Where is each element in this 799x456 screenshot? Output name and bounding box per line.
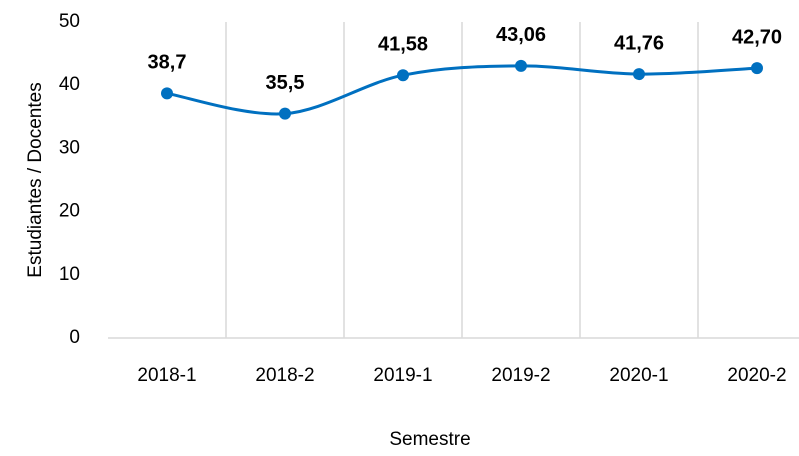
x-axis-title: Semestre [389, 429, 470, 450]
point [515, 59, 527, 72]
y-axis-title: Estudiantes / Docentes [25, 82, 46, 277]
y-tick-label: 20 [59, 201, 80, 222]
line [166, 64, 758, 116]
point [633, 68, 645, 81]
x-tick-label: 2018-1 [137, 365, 196, 386]
point [161, 87, 173, 100]
x-tick-label: 2018-2 [255, 365, 314, 386]
y-tick-label: 50 [59, 11, 80, 32]
point [279, 107, 291, 120]
value-label: 42,70 [732, 26, 782, 48]
y-tick-label: 0 [69, 327, 80, 348]
point [397, 69, 409, 82]
point [751, 62, 763, 75]
value-label: 41,58 [378, 33, 428, 55]
x-tick-label: 2019-2 [491, 365, 550, 386]
y-tick-label: 30 [59, 137, 80, 158]
x-tick-label: 2020-2 [727, 365, 786, 386]
value-label: 38,7 [148, 52, 187, 74]
value-label: 43,06 [496, 24, 546, 46]
x-tick-label: 2019-1 [373, 365, 432, 386]
y-tick-label: 10 [59, 264, 80, 285]
value-label: 35,5 [266, 72, 305, 94]
value-label: 41,76 [614, 32, 664, 54]
x-tick-label: 2020-1 [609, 365, 668, 386]
y-tick-label: 40 [59, 74, 80, 95]
